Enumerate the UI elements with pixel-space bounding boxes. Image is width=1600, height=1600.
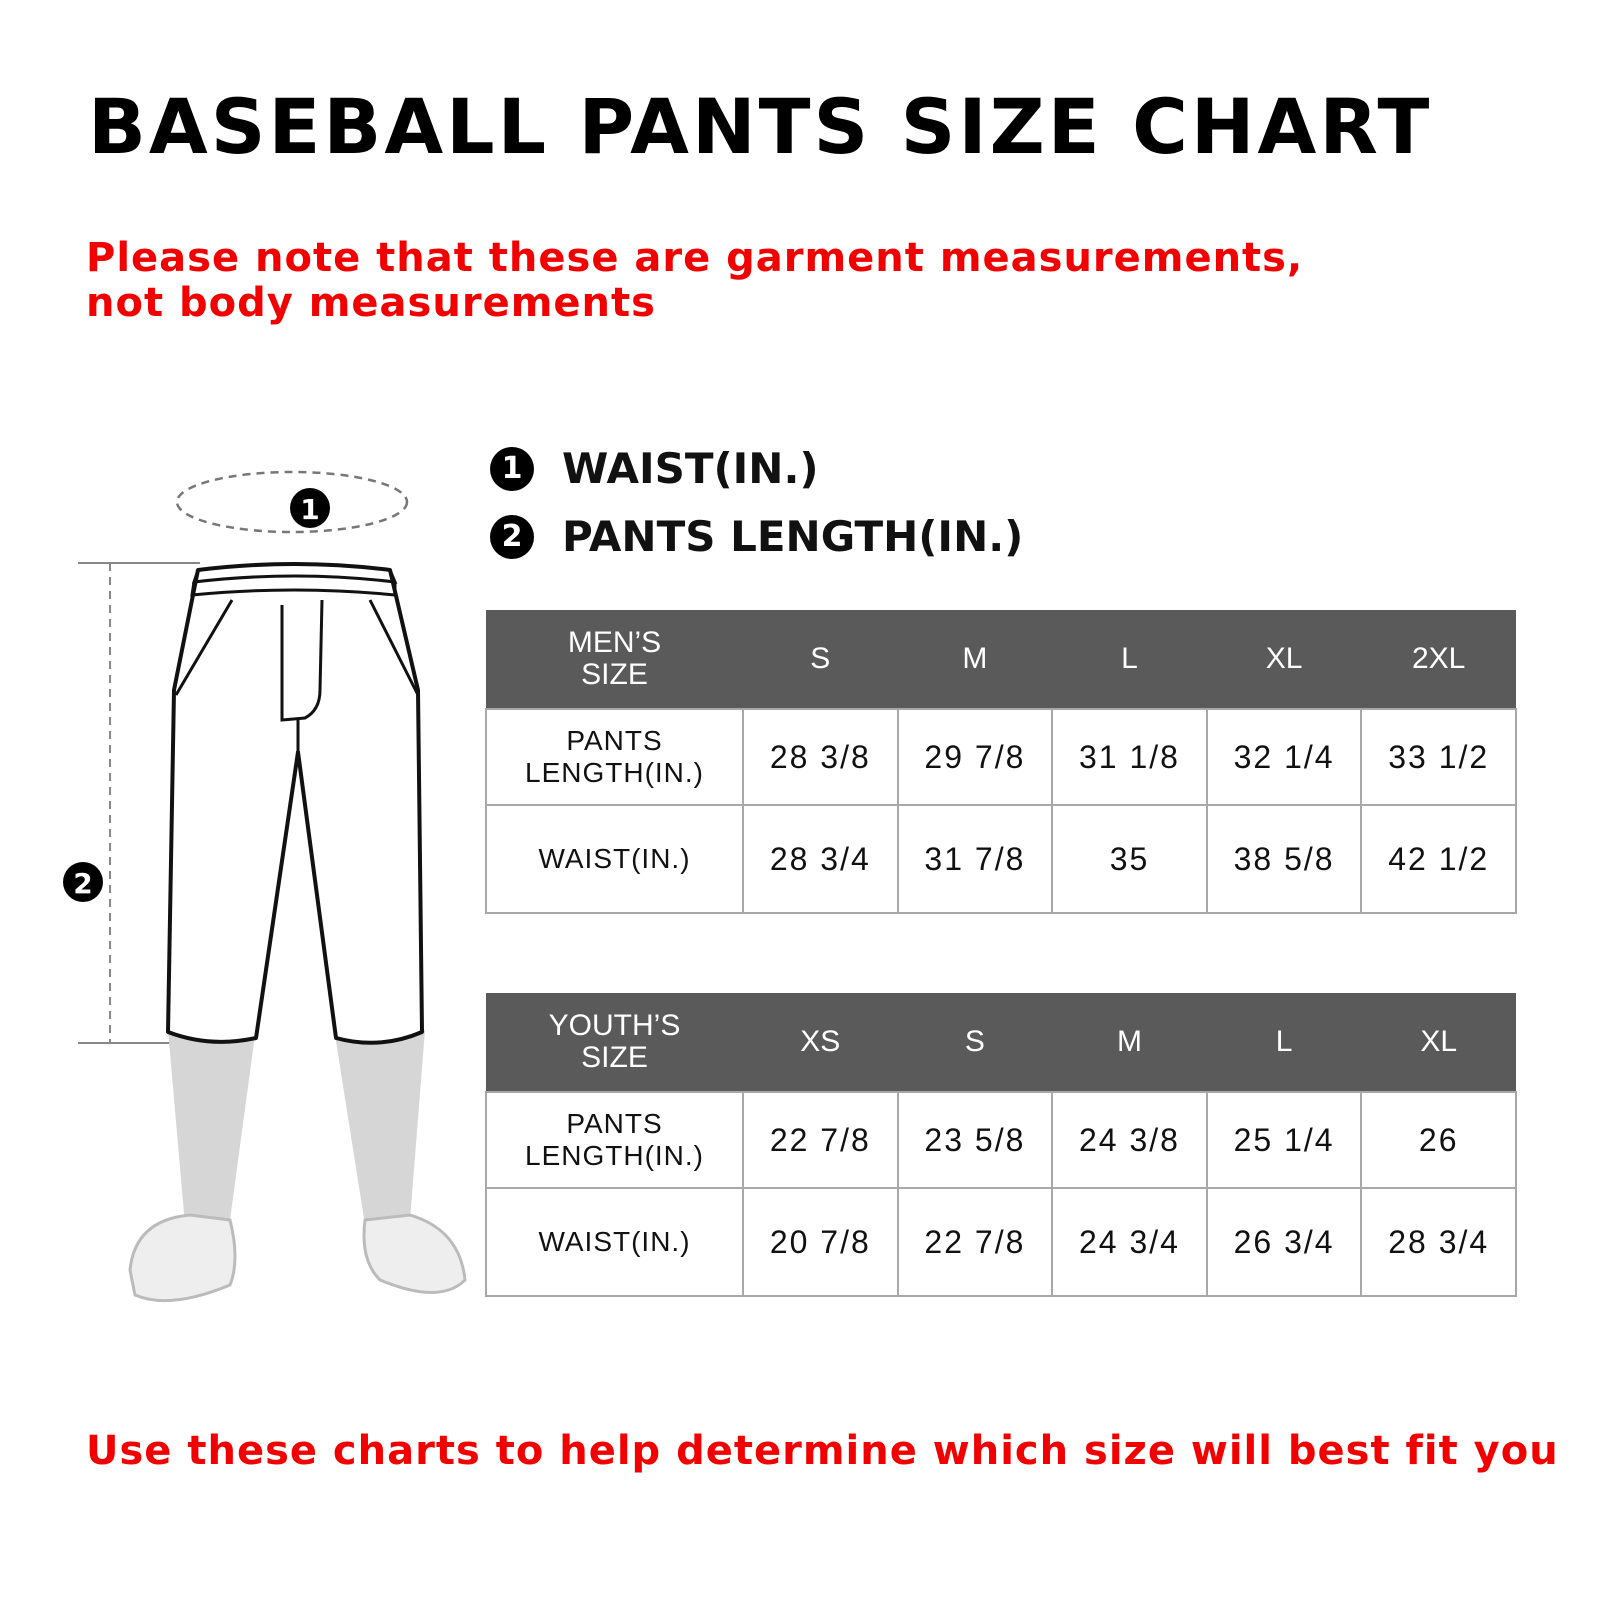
size-header: S <box>897 993 1053 1092</box>
youth-size-table: YOUTH’S SIZE XS S M L XL PANTS LENGTH(IN.)… <box>485 993 1517 1297</box>
mens-size-table: MEN’S SIZE S M L XL 2XL PANTS LENGTH(IN.) … <box>485 610 1517 914</box>
table-row: WAIST(IN.) 28 3/4 31 7/8 35 38 5/8 42 1/… <box>485 804 1517 914</box>
garment-note: Please note that these are garment measu… <box>86 235 1304 326</box>
waist-marker-icon <box>290 488 330 528</box>
table-cell: 33 1/2 <box>1360 708 1517 806</box>
table-cell: 38 5/8 <box>1205 804 1363 914</box>
size-header: M <box>1052 993 1207 1092</box>
svg-text:2: 2 <box>73 867 92 900</box>
row-label: WAIST(IN.) <box>485 804 744 914</box>
table-header-row: MEN’S SIZE S M L XL 2XL <box>486 610 1516 709</box>
table-cell: 32 1/4 <box>1205 708 1363 806</box>
table-cell: 20 7/8 <box>742 1187 899 1297</box>
page-title: BASEBALL PANTS SIZE CHART <box>88 82 1433 171</box>
table-cell: 42 1/2 <box>1360 804 1517 914</box>
table-cell: 31 1/8 <box>1051 708 1208 806</box>
table-cell: 28 3/4 <box>1360 1187 1517 1297</box>
legend-label: WAIST(IN.) <box>562 444 819 493</box>
table-cell: 22 7/8 <box>896 1187 1054 1297</box>
footer-note: Use these charts to help determine which… <box>86 1428 1559 1474</box>
table-cell: 26 <box>1360 1091 1517 1189</box>
table-cell: 24 3/4 <box>1051 1187 1208 1297</box>
legend-pants-length: 2 PANTS LENGTH(IN.) <box>490 512 1023 561</box>
table-row: PANTS LENGTH(IN.) 28 3/8 29 7/8 31 1/8 32… <box>485 708 1517 806</box>
table-row: WAIST(IN.) 20 7/8 22 7/8 24 3/4 26 3/4 2… <box>485 1187 1517 1297</box>
legend-label: PANTS LENGTH(IN.) <box>562 512 1024 561</box>
row-label: PANTS LENGTH(IN.) <box>485 708 744 806</box>
table-cell: 29 7/8 <box>896 708 1054 806</box>
length-marker-icon <box>63 862 103 902</box>
header-size-label: MEN’S SIZE <box>486 610 743 709</box>
table-cell: 26 3/4 <box>1205 1187 1363 1297</box>
svg-text:1: 1 <box>300 493 319 526</box>
table-cell: 25 1/4 <box>1205 1091 1363 1189</box>
header-size-label: YOUTH’S SIZE <box>486 993 743 1092</box>
table-cell: 28 3/8 <box>742 708 899 806</box>
table-cell: 22 7/8 <box>742 1091 899 1189</box>
number-2-icon: 2 <box>490 514 534 559</box>
table-cell: 24 3/8 <box>1051 1091 1208 1189</box>
size-header: L <box>1052 610 1207 709</box>
row-label: WAIST(IN.) <box>485 1187 744 1297</box>
row-label: PANTS LENGTH(IN.) <box>485 1091 744 1189</box>
table-cell: 23 5/8 <box>896 1091 1054 1189</box>
size-header: XL <box>1361 993 1516 1092</box>
size-header: XL <box>1206 610 1362 709</box>
size-header: L <box>1206 993 1362 1092</box>
table-cell: 35 <box>1051 804 1208 914</box>
size-header: S <box>743 610 898 709</box>
size-header: XS <box>743 993 898 1092</box>
table-header-row: YOUTH’S SIZE XS S M L XL <box>486 993 1516 1092</box>
table-row: PANTS LENGTH(IN.) 22 7/8 23 5/8 24 3/8 25… <box>485 1091 1517 1189</box>
size-header: M <box>897 610 1053 709</box>
pants-illustration: 1 2 <box>63 470 467 1303</box>
table-cell: 28 3/4 <box>742 804 899 914</box>
table-cell: 31 7/8 <box>896 804 1054 914</box>
number-1-icon: 1 <box>490 446 534 491</box>
size-header: 2XL <box>1361 610 1516 709</box>
legend-waist: 1 WAIST(IN.) <box>490 444 819 493</box>
